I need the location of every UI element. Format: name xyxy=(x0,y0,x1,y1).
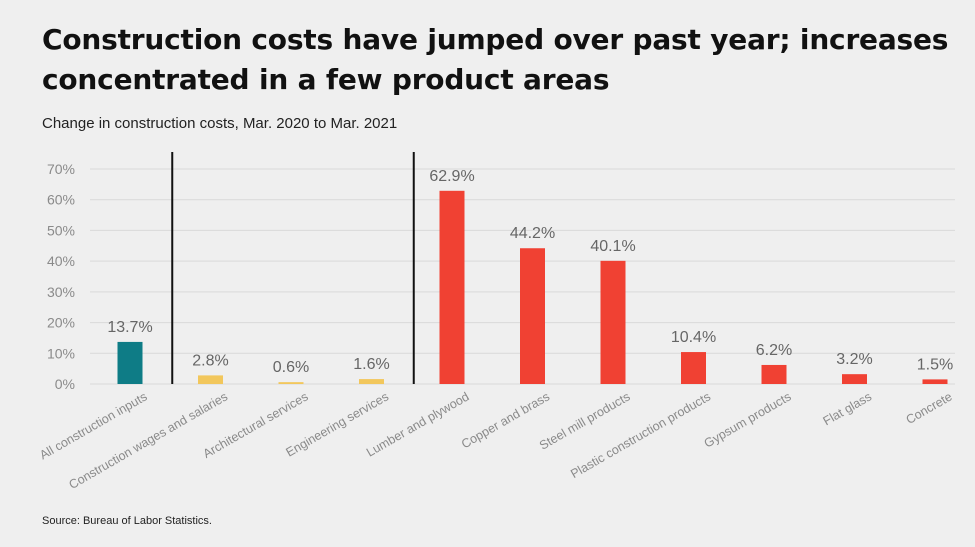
y-axis-tick-labels: 0% 10% 20% 30% 40% 50% 60% 70% xyxy=(47,161,75,392)
y-tick-label: 0% xyxy=(55,376,75,392)
bar-value-label: 2.8% xyxy=(192,352,228,369)
y-tick-label: 20% xyxy=(47,315,75,331)
y-tick-label: 50% xyxy=(47,222,75,238)
category-label: Flat glass xyxy=(821,389,874,428)
group-dividers xyxy=(171,152,415,384)
bar-value-label: 13.7% xyxy=(107,319,152,336)
bar-value-label: 6.2% xyxy=(756,342,792,359)
category-label: Gypsum products xyxy=(702,389,794,450)
bar xyxy=(359,379,384,384)
source-note: Source: Bureau of Labor Statistics. xyxy=(42,515,212,527)
y-tick-label: 30% xyxy=(47,284,75,300)
bar-value-label: 10.4% xyxy=(671,329,716,346)
y-tick-label: 70% xyxy=(47,161,75,177)
bar xyxy=(600,260,626,384)
y-tick-label: 40% xyxy=(47,253,75,269)
bar xyxy=(278,382,304,384)
bar-value-label: 1.5% xyxy=(917,356,953,373)
bar-value-label: 40.1% xyxy=(590,238,635,255)
chart-subtitle: Change in construction costs, Mar. 2020 … xyxy=(42,115,398,132)
bar-value-label: 0.6% xyxy=(273,359,309,376)
bar-value-label: 3.2% xyxy=(836,351,872,368)
bar xyxy=(520,248,545,384)
bar xyxy=(439,190,465,384)
bar xyxy=(117,341,143,384)
bars xyxy=(117,190,948,384)
bar xyxy=(842,374,867,384)
bar xyxy=(198,375,223,384)
bar xyxy=(681,352,706,384)
bar-value-label: 44.2% xyxy=(510,225,555,242)
value-labels: 13.7% 2.8% 0.6% 1.6% 62.9% 44.2% 40.1% 10.4% 6.2… xyxy=(107,168,953,376)
bar xyxy=(922,379,948,384)
bar xyxy=(761,364,787,384)
category-label: Plastic construction products xyxy=(568,389,713,481)
category-label: Concrete xyxy=(904,389,955,427)
bar-chart: 0% 10% 20% 30% 40% 50% 60% 70% 13.7% 2.8% 0.6% 1.6… xyxy=(37,152,955,492)
bar-value-label: 1.6% xyxy=(353,356,389,373)
chart-title: Construction costs have jumped over past… xyxy=(42,23,949,96)
bar-value-label: 62.9% xyxy=(429,168,474,185)
category-label: Construction wages and salaries xyxy=(67,389,230,491)
y-tick-label: 10% xyxy=(47,345,75,361)
y-tick-label: 60% xyxy=(47,192,75,208)
